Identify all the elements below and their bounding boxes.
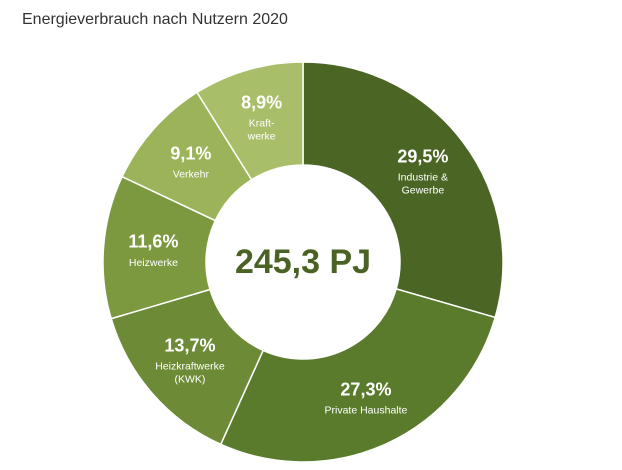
category-label: Gewerbe	[402, 185, 445, 197]
category-label: Kraft-	[249, 118, 275, 130]
category-label: Private Haushalte	[325, 404, 408, 416]
category-label: werke	[247, 131, 276, 143]
donut-segment	[302, 61, 504, 319]
category-label: Industrie &	[398, 172, 448, 184]
value-label: 8,9%	[241, 93, 282, 113]
value-label: 9,1%	[170, 144, 211, 164]
category-label: Verkehr	[173, 169, 210, 181]
value-label: 11,6%	[128, 232, 178, 252]
chart-title: Energieverbrauch nach Nutzern 2020	[22, 11, 288, 28]
value-label: 29,5%	[397, 147, 448, 167]
category-label: Heizwerke	[129, 257, 178, 269]
donut-segment	[219, 287, 497, 463]
value-label: 27,3%	[340, 379, 391, 399]
category-label: Heizkraftwerke	[155, 360, 225, 372]
donut-segment	[195, 61, 304, 181]
center-label: 245,3 PJ	[235, 243, 371, 281]
value-label: 13,7%	[164, 335, 215, 355]
category-label: (KWK)	[174, 373, 205, 385]
